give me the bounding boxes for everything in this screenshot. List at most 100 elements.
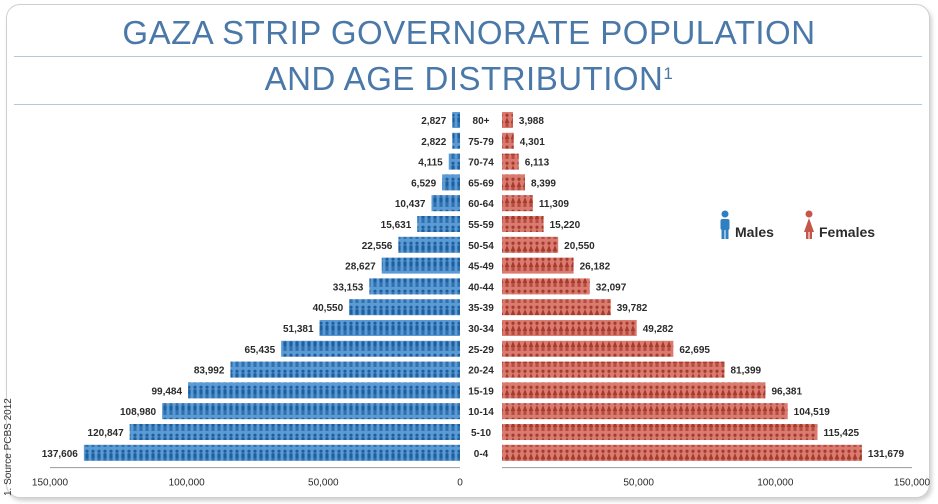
male-figure-icon (720, 210, 730, 239)
age-group-label-30-34: 30-34 (468, 324, 494, 335)
female-bar-50-54 (502, 236, 559, 253)
age-group-label-45-49: 45-49 (468, 262, 494, 273)
female-value-label-0-4: 131,679 (868, 449, 905, 460)
x-tick-label-0: 150,000 (32, 478, 69, 489)
legend-label-females: Females (819, 224, 876, 240)
male-bar-10-14 (162, 403, 460, 420)
male-value-label-35-39: 40,550 (313, 303, 344, 314)
female-bar-15-19 (502, 382, 766, 399)
male-bar-75-79 (452, 132, 460, 149)
x-tick-label-6: 150,000 (894, 478, 931, 489)
age-group-label-80+: 80+ (473, 116, 490, 127)
female-value-label-70-74: 6,113 (525, 158, 550, 169)
age-group-label-55-59: 55-59 (468, 220, 494, 231)
female-bar-20-24 (502, 361, 725, 378)
female-value-label-25-29: 62,695 (679, 345, 710, 356)
female-value-label-80+: 3,988 (519, 116, 544, 127)
female-value-label-60-64: 11,309 (539, 199, 569, 210)
title-divider-bottom (14, 104, 922, 105)
age-group-label-20-24: 20-24 (468, 366, 494, 377)
male-bar-65-69 (442, 174, 460, 191)
age-group-label-35-39: 35-39 (468, 303, 494, 314)
female-bar-35-39 (502, 299, 611, 316)
male-bar-45-49 (381, 257, 460, 274)
male-value-label-25-29: 65,435 (245, 345, 276, 356)
male-bar-5-10 (129, 424, 460, 440)
female-value-label-45-49: 26,182 (580, 262, 611, 273)
female-value-label-50-54: 20,550 (564, 241, 595, 252)
male-bar-80+ (452, 112, 460, 128)
male-value-label-20-24: 83,992 (194, 366, 225, 377)
male-bar-25-29 (281, 340, 460, 357)
male-bar-55-59 (417, 216, 460, 232)
male-value-label-70-74: 4,115 (418, 158, 443, 169)
male-bar-20-24 (230, 361, 460, 378)
male-value-label-75-79: 2,822 (421, 137, 446, 148)
chart-title-line2-text: AND AGE DISTRIBUTION (264, 60, 664, 97)
male-value-label-55-59: 15,631 (381, 220, 412, 231)
legend-item-males: Males (718, 210, 774, 240)
female-bar-40-44 (502, 278, 590, 295)
x-tick-label-2: 50,000 (308, 478, 339, 489)
female-value-label-30-34: 49,282 (643, 324, 674, 335)
x-tick-label-1: 100,000 (169, 478, 206, 489)
male-bar-0-4 (83, 444, 461, 461)
male-value-label-10-14: 108,980 (120, 407, 157, 418)
female-bar-5-10 (502, 424, 818, 440)
x-tick-label-3: 0 (457, 478, 463, 489)
x-tick-label-5: 100,000 (757, 478, 794, 489)
male-value-label-50-54: 22,556 (362, 241, 393, 252)
female-value-label-75-79: 4,301 (520, 137, 545, 148)
age-group-label-50-54: 50-54 (468, 241, 494, 252)
female-bar-10-14 (502, 403, 788, 420)
male-bar-50-54 (398, 236, 460, 253)
female-value-label-55-59: 15,220 (550, 220, 581, 231)
female-value-label-10-14: 104,519 (794, 407, 831, 418)
male-bar-70-74 (448, 153, 460, 170)
female-value-label-5-10: 115,425 (823, 428, 859, 439)
male-value-label-15-19: 99,484 (151, 386, 182, 397)
male-value-label-30-34: 51,381 (283, 324, 314, 335)
female-value-label-20-24: 81,399 (730, 366, 761, 377)
male-value-label-40-44: 33,153 (333, 282, 364, 293)
title-divider (14, 56, 922, 57)
age-group-label-70-74: 70-74 (468, 158, 494, 169)
age-group-label-60-64: 60-64 (468, 199, 494, 210)
age-group-label-75-79: 75-79 (468, 137, 494, 148)
female-bar-70-74 (502, 153, 519, 170)
male-bar-30-34 (319, 320, 460, 336)
male-bar-40-44 (369, 278, 460, 295)
male-value-label-60-64: 10,437 (395, 199, 426, 210)
female-bar-0-4 (502, 444, 862, 461)
male-value-label-45-49: 28,627 (345, 262, 376, 273)
female-bar-45-49 (502, 257, 574, 274)
female-value-label-35-39: 39,782 (617, 303, 648, 314)
male-value-label-80+: 2,827 (421, 116, 446, 127)
male-bar-60-64 (431, 195, 460, 212)
age-group-label-0-4: 0-4 (474, 449, 489, 460)
chart-title-line1: GAZA STRIP GOVERNORATE POPULATION (122, 14, 816, 51)
legend-label-males: Males (735, 224, 774, 240)
female-bar-80+ (502, 112, 513, 128)
female-bar-65-69 (502, 174, 525, 191)
age-group-label-15-19: 15-19 (468, 386, 494, 397)
female-bar-60-64 (502, 195, 533, 212)
female-value-label-65-69: 8,399 (531, 178, 556, 189)
age-group-label-5-10: 5-10 (471, 428, 491, 439)
x-tick-label-4: 50,000 (623, 478, 654, 489)
female-bar-55-59 (502, 216, 544, 232)
age-group-label-40-44: 40-44 (468, 282, 494, 293)
female-bar-25-29 (502, 340, 674, 357)
female-bar-75-79 (502, 132, 514, 149)
female-figure-icon (804, 210, 814, 239)
age-group-label-65-69: 65-69 (468, 178, 494, 189)
female-value-label-15-19: 96,381 (771, 386, 802, 397)
title-footnote-marker: 1 (663, 64, 674, 83)
age-group-label-25-29: 25-29 (468, 345, 494, 356)
chart-title-line2: AND AGE DISTRIBUTION1 (0, 60, 938, 98)
age-group-label-10-14: 10-14 (468, 407, 494, 418)
male-value-label-65-69: 6,529 (411, 178, 436, 189)
female-bar-30-34 (502, 320, 637, 336)
male-bar-15-19 (188, 382, 460, 399)
